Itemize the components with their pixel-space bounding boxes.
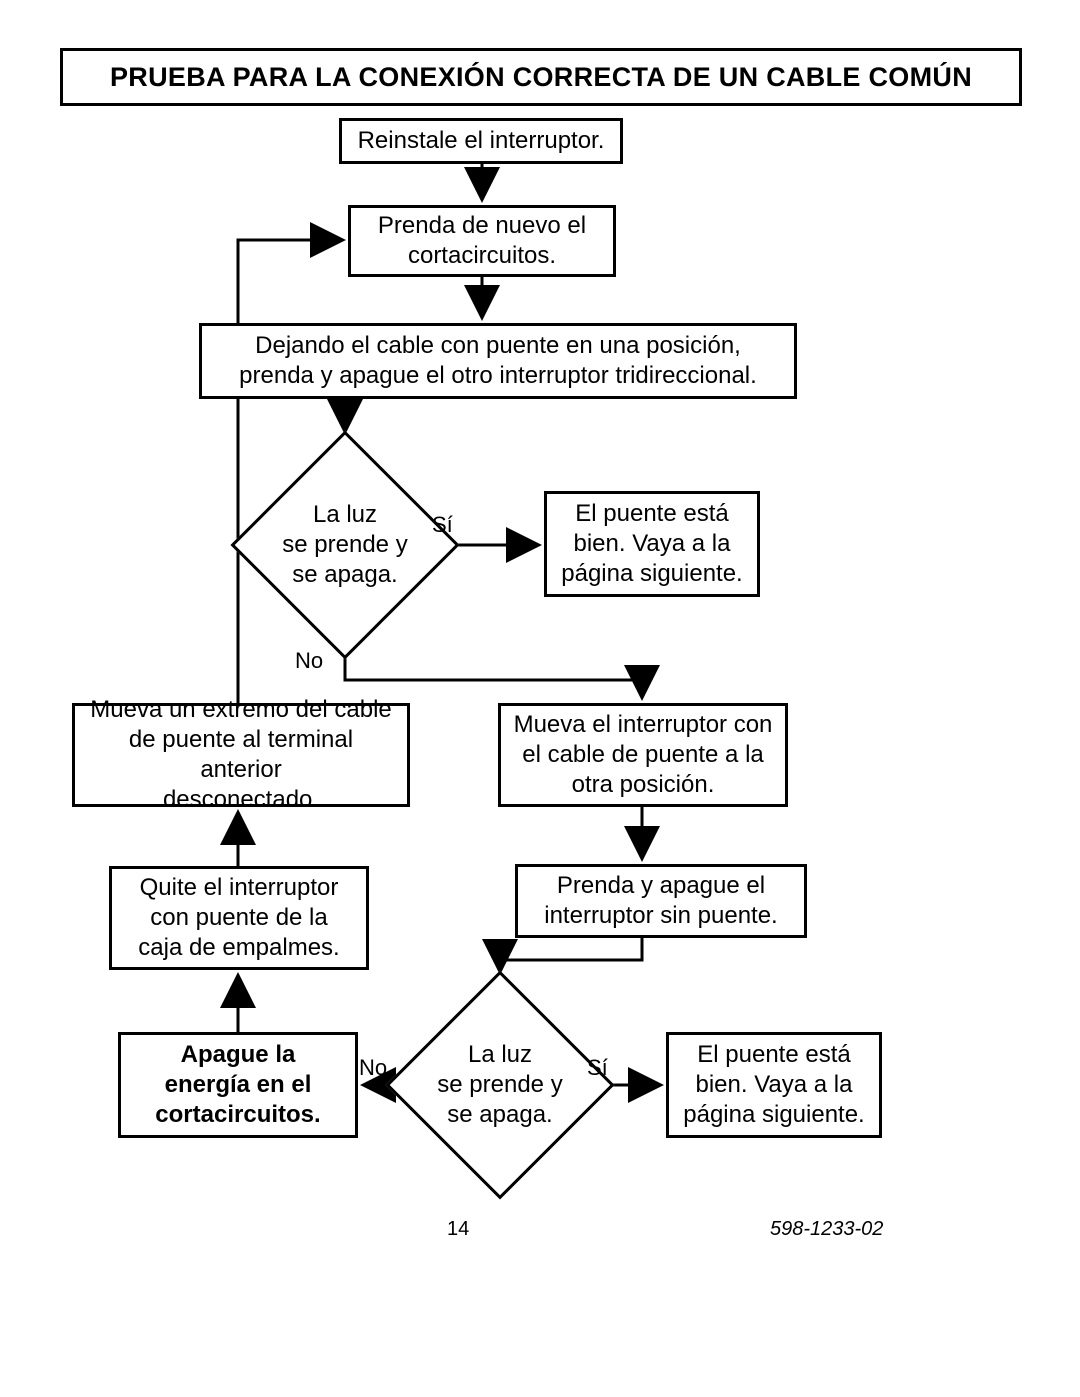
page: PRUEBA PARA LA CONEXIÓN CORRECTA DE UN C…: [0, 0, 1080, 1397]
node-text: Prenda de nuevo elcortacircuitos.: [378, 211, 586, 271]
node-text: Quite el interruptorcon puente de lacaja…: [138, 873, 339, 963]
node-text: El puente estábien. Vaya a lapágina sigu…: [561, 499, 742, 589]
page-number: 14: [447, 1218, 469, 1241]
node-turn-breaker-on: Prenda de nuevo elcortacircuitos.: [348, 205, 616, 277]
node-text: Mueva el interruptor conel cable de puen…: [514, 710, 773, 800]
node-turn-off-breaker: Apague laenergía en elcortacircuitos.: [118, 1032, 358, 1138]
node-move-switch-position: Mueva el interruptor conel cable de puen…: [498, 703, 788, 807]
node-text: Mueva un extremo del cablede puente al t…: [85, 695, 397, 815]
decision-light-toggles-1: La luzse prende yse apaga.: [232, 432, 458, 658]
node-remove-jumper-switch: Quite el interruptorcon puente de lacaja…: [109, 866, 369, 970]
node-jumper-ok-1: El puente estábien. Vaya a lapágina sigu…: [544, 491, 760, 597]
doc-id: 598-1233-02: [770, 1218, 883, 1241]
decision-text: La luzse prende yse apaga.: [282, 500, 407, 590]
node-toggle-nonjumper-switch: Prenda y apague elinterruptor sin puente…: [515, 864, 807, 938]
node-text: Prenda y apague elinterruptor sin puente…: [544, 871, 777, 931]
label-no-1: No: [295, 648, 323, 674]
node-move-jumper-end: Mueva un extremo del cablede puente al t…: [72, 703, 410, 807]
node-text: Dejando el cable con puente en una posic…: [239, 331, 757, 391]
node-reinstall-switch: Reinstale el interruptor.: [339, 118, 623, 164]
label-no-2: No: [359, 1055, 387, 1081]
node-text: Reinstale el interruptor.: [358, 126, 605, 156]
node-jumper-ok-2: El puente estábien. Vaya a lapágina sigu…: [666, 1032, 882, 1138]
label-yes-2: Sí: [587, 1055, 608, 1081]
decision-text: La luzse prende yse apaga.: [437, 1040, 562, 1130]
node-text: El puente estábien. Vaya a lapágina sigu…: [683, 1040, 864, 1130]
label-yes-1: Sí: [432, 512, 453, 538]
decision-light-toggles-2: La luzse prende yse apaga.: [387, 972, 613, 1198]
node-toggle-other-switch: Dejando el cable con puente en una posic…: [199, 323, 797, 399]
node-text: Apague laenergía en elcortacircuitos.: [155, 1040, 320, 1130]
